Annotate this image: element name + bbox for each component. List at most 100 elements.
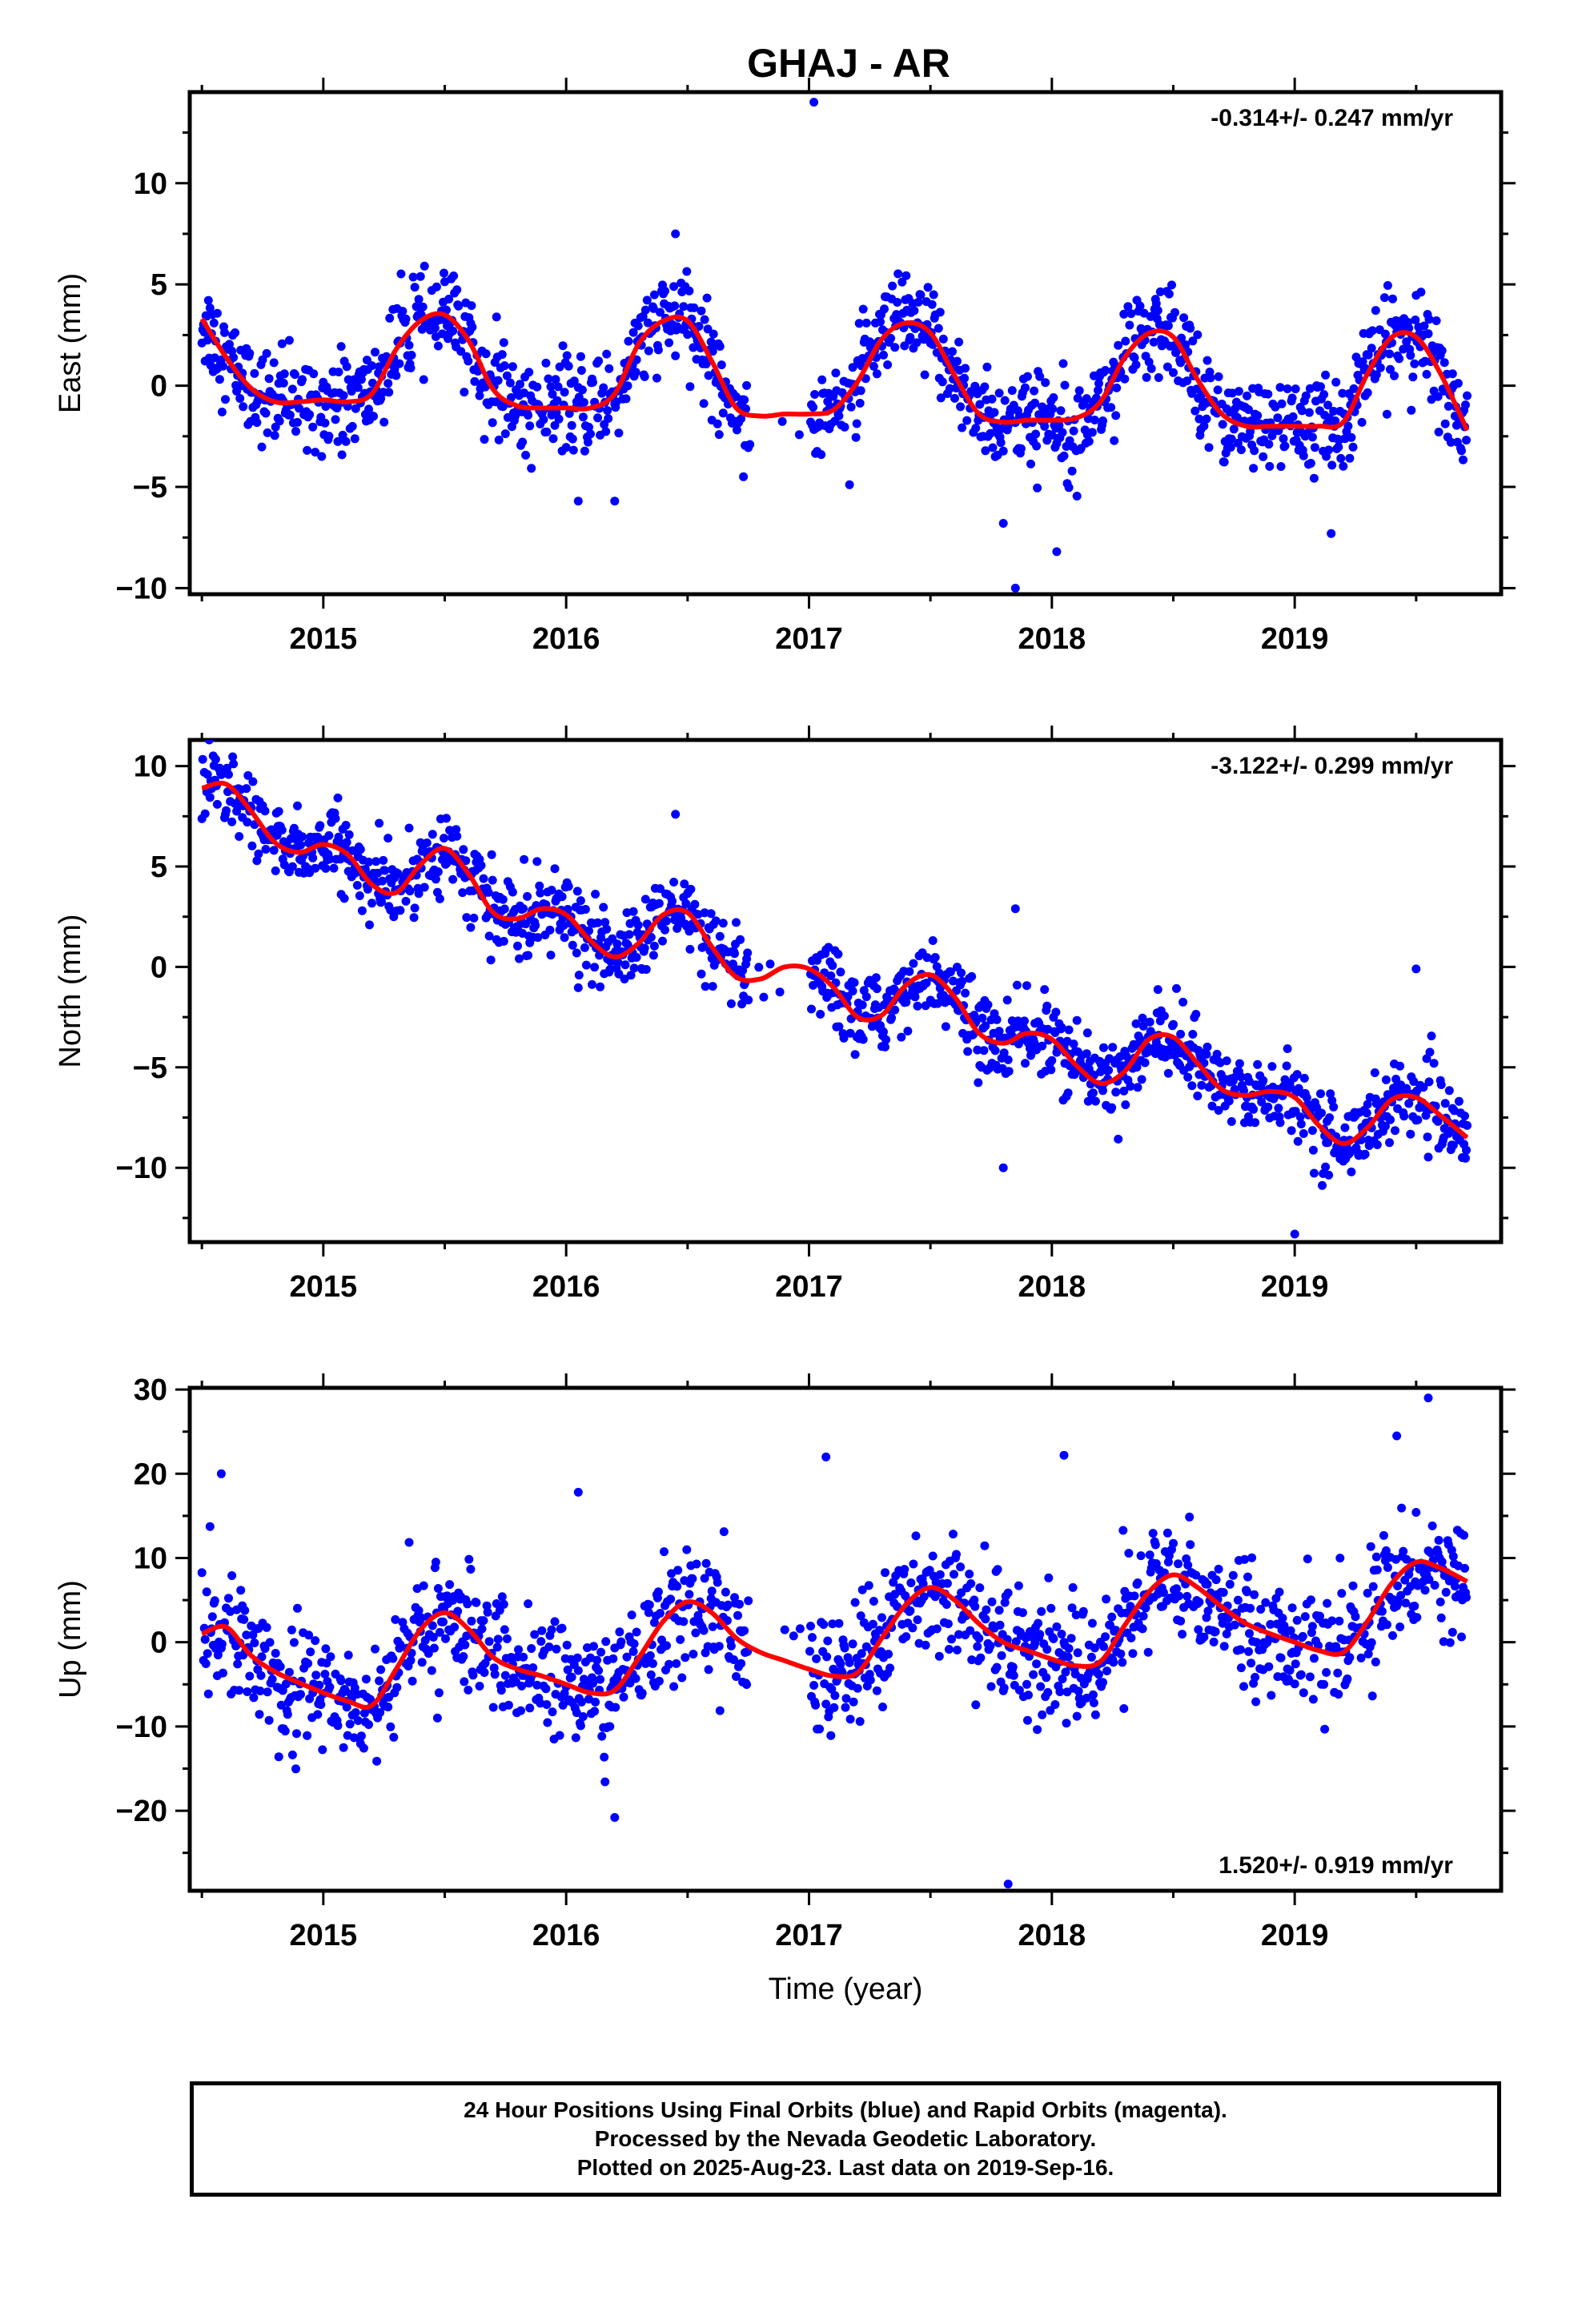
y-tick-label: 0	[151, 951, 167, 984]
data-point	[1222, 1629, 1231, 1638]
data-point	[1433, 392, 1443, 401]
data-point	[1186, 324, 1195, 333]
data-point	[621, 394, 631, 404]
data-point	[1219, 1642, 1229, 1651]
x-tick-label: 2017	[775, 622, 843, 656]
data-point	[1316, 1089, 1325, 1099]
data-point	[890, 1005, 900, 1015]
data-point	[207, 1612, 217, 1622]
data-point	[1125, 320, 1134, 330]
data-point	[633, 321, 643, 331]
data-point	[225, 340, 234, 349]
data-point	[231, 328, 240, 337]
data-point	[1253, 1059, 1263, 1069]
data-point	[1239, 1682, 1248, 1691]
data-point	[1244, 405, 1253, 414]
data-point	[342, 1703, 351, 1712]
data-point	[389, 1732, 399, 1742]
data-point	[1409, 1077, 1419, 1086]
data-point	[502, 371, 512, 380]
data-point	[845, 480, 854, 489]
data-point	[1363, 388, 1372, 397]
data-point	[704, 1665, 713, 1675]
data-point	[1434, 428, 1443, 436]
data-point	[1058, 359, 1068, 368]
data-point	[1324, 445, 1334, 455]
data-point	[1202, 414, 1211, 424]
data-point	[499, 338, 508, 348]
data-point	[1022, 981, 1031, 991]
data-point	[970, 1011, 979, 1020]
data-point	[579, 398, 588, 407]
data-point	[1218, 420, 1227, 429]
data-point	[1003, 1588, 1013, 1598]
data-point	[321, 1644, 331, 1654]
data-point	[371, 1644, 379, 1654]
data-point	[1424, 315, 1434, 324]
data-point	[255, 1710, 264, 1719]
data-point	[1267, 1691, 1276, 1700]
data-point	[600, 918, 610, 927]
data-point	[839, 1033, 849, 1043]
data-point	[1406, 1129, 1415, 1139]
data-point	[291, 1764, 300, 1774]
data-point	[1191, 1010, 1201, 1019]
data-point	[975, 400, 985, 409]
data-point	[580, 1676, 589, 1686]
data-point	[1058, 1675, 1067, 1683]
data-point	[513, 941, 522, 951]
data-point	[1228, 1570, 1238, 1580]
data-point	[596, 1675, 605, 1684]
data-point	[857, 1000, 867, 1010]
y-tick-label: 0	[151, 1626, 167, 1660]
data-point	[441, 1634, 450, 1643]
data-point	[568, 434, 577, 444]
data-point	[963, 1047, 973, 1056]
data-point	[932, 962, 942, 971]
data-point	[355, 891, 364, 900]
data-point	[1305, 1672, 1315, 1682]
data-point	[1148, 1529, 1158, 1538]
data-point	[572, 1653, 582, 1663]
data-point	[1060, 380, 1070, 390]
data-point	[396, 269, 406, 279]
data-point	[523, 891, 532, 901]
data-point	[1324, 1170, 1334, 1180]
data-point	[1130, 1591, 1139, 1601]
data-point	[1322, 1667, 1331, 1677]
data-point	[1363, 350, 1373, 360]
data-point	[548, 1707, 557, 1717]
data-point	[219, 1668, 227, 1678]
data-point	[1207, 1101, 1217, 1111]
data-point	[1274, 1104, 1283, 1113]
data-point	[935, 1570, 945, 1579]
data-point	[1427, 1031, 1436, 1041]
data-point	[1112, 383, 1122, 392]
data-point	[1380, 1121, 1390, 1131]
data-point	[653, 1587, 663, 1597]
data-point	[1420, 1586, 1430, 1595]
data-point	[480, 1668, 489, 1677]
data-point	[334, 368, 343, 376]
data-point	[1367, 1691, 1377, 1701]
data-point	[429, 1643, 439, 1653]
data-point	[604, 414, 613, 424]
data-point	[596, 1647, 606, 1657]
data-point	[464, 1685, 473, 1695]
plot-frame	[187, 738, 1504, 1244]
data-point	[640, 895, 650, 904]
data-point	[552, 396, 562, 405]
data-point	[492, 1599, 501, 1608]
data-point	[445, 826, 455, 835]
data-point	[973, 1642, 982, 1651]
data-point	[1068, 1582, 1078, 1592]
data-point	[318, 1745, 327, 1755]
data-point	[552, 1644, 561, 1654]
data-point	[841, 1694, 851, 1703]
data-point	[1379, 293, 1389, 303]
data-point	[367, 361, 376, 371]
data-point	[729, 1655, 738, 1664]
data-point	[1131, 360, 1141, 369]
data-point	[1090, 1096, 1100, 1106]
data-point	[1050, 1700, 1060, 1709]
